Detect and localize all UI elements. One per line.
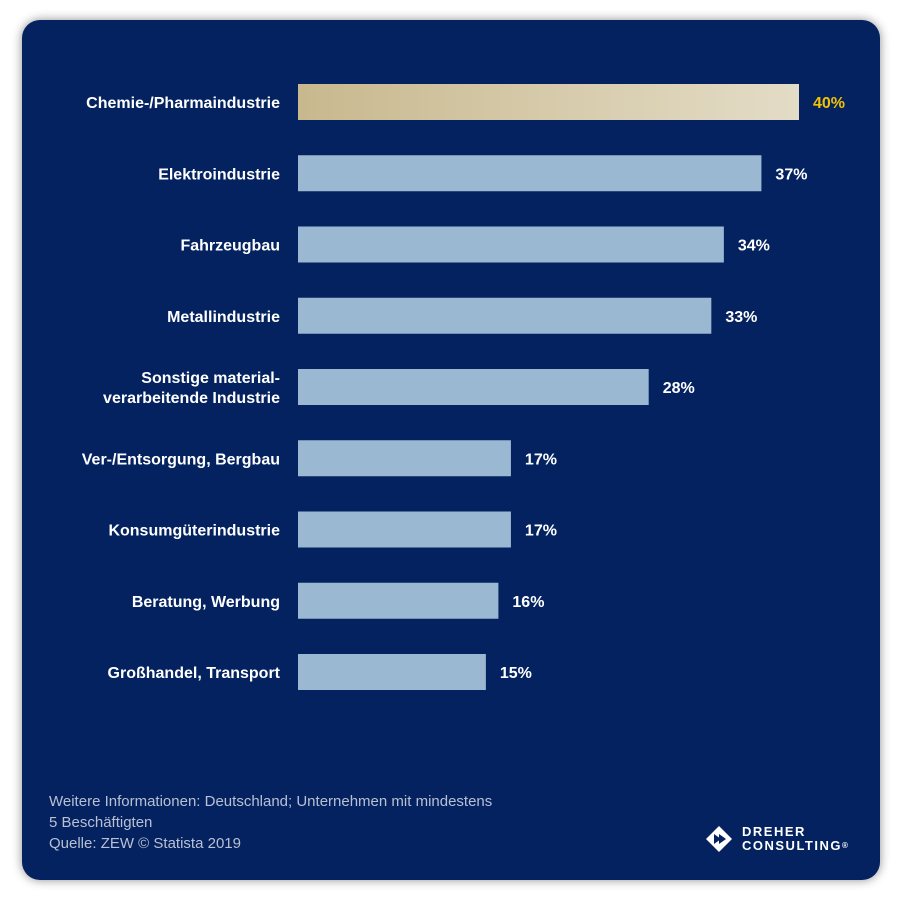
bar-9 [298, 654, 486, 690]
logo-line-1: DREHER [742, 824, 806, 839]
footer-info-line-2: 5 Beschäftigten [49, 814, 153, 831]
value-label-7: 17% [525, 523, 557, 540]
value-label-1: 40% [813, 95, 845, 112]
bar-7 [298, 511, 511, 548]
bar-5 [298, 369, 649, 405]
logo-line-2-text: CONSULTING [742, 838, 842, 853]
footer-info-line-1: Weitere Informationen: Deutschland; Unte… [49, 793, 493, 810]
dreher-consulting-logo: DREHER CONSULTING® [705, 823, 865, 859]
category-label-1: Chemie-/Pharmaindustrie [86, 95, 280, 112]
bar-2 [298, 155, 762, 192]
bar-3 [298, 226, 724, 263]
value-label-4: 33% [725, 309, 757, 326]
chart-footer: Weitere Informationen: Deutschland; Unte… [49, 791, 492, 854]
category-label-3: Fahrzeugbau [180, 238, 280, 255]
value-label-8: 16% [512, 594, 544, 611]
registered-mark: ® [841, 841, 848, 850]
category-label-8: Beratung, Werbung [132, 594, 280, 611]
category-label-2: Elektroindustrie [158, 166, 280, 183]
category-label-7: Konsumgüterindustrie [108, 523, 280, 540]
value-label-3: 34% [738, 238, 770, 255]
bar-8 [298, 582, 499, 619]
category-label-6: Ver-/Entsorgung, Bergbau [82, 451, 280, 468]
value-label-2: 37% [775, 166, 807, 183]
bar-1 [298, 84, 799, 120]
bar-6 [298, 440, 511, 477]
value-label-5: 28% [663, 380, 695, 397]
value-label-6: 17% [525, 451, 557, 468]
category-label-5: Sonstige material-verarbeitende Industri… [103, 370, 280, 407]
diamond-arrow-icon [706, 826, 732, 852]
bar-4 [298, 297, 712, 334]
category-label-4: Metallindustrie [167, 309, 280, 326]
logo-line-2: CONSULTING® [742, 839, 848, 853]
logo-text: DREHER CONSULTING® [742, 825, 848, 853]
value-label-9: 15% [500, 665, 532, 682]
footer-source: Quelle: ZEW © Statista 2019 [49, 835, 241, 852]
category-label-9: Großhandel, Transport [108, 665, 281, 682]
